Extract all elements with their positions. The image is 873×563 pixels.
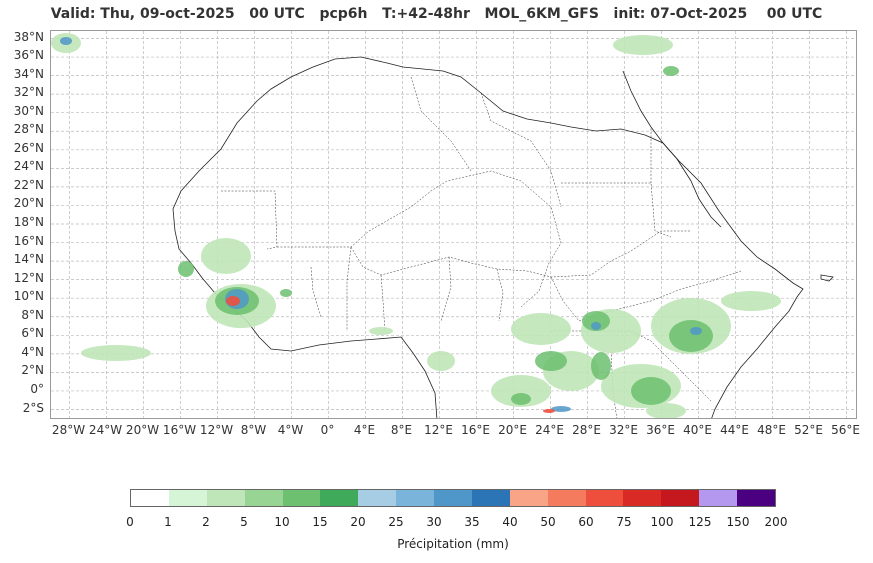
colorbar-tick-label: 1 <box>164 515 172 529</box>
colorbar-segment <box>471 490 510 506</box>
lat-tick-label: 12°N <box>13 270 44 285</box>
lat-tick-label: 4°N <box>21 344 44 359</box>
colorbar-label: Précipitation (mm) <box>397 537 509 551</box>
lon-tick-label: 36°E <box>646 423 675 437</box>
lat-tick-label: 2°N <box>21 363 44 378</box>
lon-tick-label: 24°E <box>535 423 564 437</box>
lon-tick-label: 48°E <box>757 423 786 437</box>
lon-tick-label: 28°E <box>572 423 601 437</box>
lon-tick-label: 4°E <box>353 423 376 437</box>
colorbar-tick-label: 75 <box>616 515 632 529</box>
colorbar-tick-label: 0 <box>126 515 134 529</box>
lon-tick-label: 28°W <box>51 423 86 437</box>
colorbar-tick-label: 10 <box>274 515 290 529</box>
lon-tick-label: 4°W <box>277 423 304 437</box>
lat-tick-label: 28°N <box>13 122 44 137</box>
lon-tick-label: 56°E <box>831 423 860 437</box>
lon-tick-label: 0° <box>320 423 335 437</box>
colorbar-tick-label: 20 <box>350 515 366 529</box>
colorbar-segment <box>661 490 700 506</box>
lat-tick-label: 22°N <box>13 177 44 192</box>
colorbar-segment <box>623 490 662 506</box>
lon-tick-label: 12°E <box>424 423 453 437</box>
lon-tick-label: 24°W <box>88 423 123 437</box>
colorbar-segment <box>320 490 359 506</box>
lat-tick-label: 24°N <box>13 159 44 174</box>
colorbar-segment <box>282 490 321 506</box>
precipitation-field <box>51 33 781 418</box>
colorbar-tick-label: 150 <box>726 515 750 529</box>
colorbar-tick-label: 50 <box>540 515 556 529</box>
colorbar-segment <box>358 490 397 506</box>
colorbar-tick-label: 200 <box>764 515 788 529</box>
colorbar-segment <box>737 490 775 506</box>
colorbar-tick-label: 40 <box>502 515 518 529</box>
lon-tick-label: 8°E <box>390 423 413 437</box>
lat-tick-label: 26°N <box>13 140 44 155</box>
coastlines <box>172 56 834 418</box>
lat-tick-label: 20°N <box>13 196 44 211</box>
colorbar <box>130 489 776 507</box>
lat-tick-label: 38°N <box>13 29 44 44</box>
colorbar-tick-label: 125 <box>688 515 712 529</box>
lat-tick-label: 2°S <box>22 400 44 415</box>
colorbar-tick-label: 5 <box>240 515 248 529</box>
lat-tick-label: 16°N <box>13 233 44 248</box>
lat-tick-label: 10°N <box>13 289 44 304</box>
colorbar-tick-label: 2 <box>202 515 210 529</box>
lat-tick-label: 34°N <box>13 66 44 81</box>
lat-tick-label: 30°N <box>13 103 44 118</box>
colorbar-segment <box>547 490 586 506</box>
lon-tick-label: 40°E <box>683 423 712 437</box>
colorbar-segment <box>168 490 207 506</box>
lon-tick-label: 20°E <box>498 423 527 437</box>
colorbar-tick-label: 30 <box>426 515 442 529</box>
colorbar-segment <box>585 490 624 506</box>
lon-tick-label: 12°W <box>199 423 234 437</box>
lat-tick-label: 18°N <box>13 215 44 229</box>
colorbar-segment <box>396 490 434 506</box>
lon-tick-label: 32°E <box>609 423 638 437</box>
lon-tick-label: 44°E <box>720 423 749 437</box>
lon-tick-label: 16°W <box>162 423 197 437</box>
lat-tick-label: 14°N <box>13 252 44 267</box>
lon-tick-label: 20°W <box>125 423 160 437</box>
lon-tick-label: 8°W <box>240 423 267 437</box>
colorbar-tick-label: 35 <box>464 515 480 529</box>
map-title: Valid: Thu, 09-oct-2025 00 UTC pcp6h T:+… <box>50 6 823 22</box>
colorbar-tick-label: 100 <box>650 515 674 529</box>
lon-tick-label: 16°E <box>461 423 490 437</box>
colorbar-segment <box>699 490 737 506</box>
precipitation-map <box>50 30 857 419</box>
colorbar-segment <box>131 490 169 506</box>
lat-tick-label: 8°N <box>21 307 44 322</box>
colorbar-segment <box>509 490 548 506</box>
lat-tick-label: 6°N <box>21 326 44 341</box>
colorbar-tick-label: 60 <box>578 515 594 529</box>
lat-tick-label: 36°N <box>13 48 44 63</box>
map-canvas <box>51 31 856 418</box>
lat-tick-label: 32°N <box>13 85 44 100</box>
lon-tick-label: 52°E <box>794 423 823 437</box>
colorbar-tick-label: 25 <box>388 515 404 529</box>
lat-tick-label: 0° <box>30 381 44 396</box>
colorbar-segment <box>244 490 283 506</box>
colorbar-segment <box>206 490 245 506</box>
colorbar-segment <box>434 490 472 506</box>
colorbar-tick-label: 15 <box>312 515 328 529</box>
